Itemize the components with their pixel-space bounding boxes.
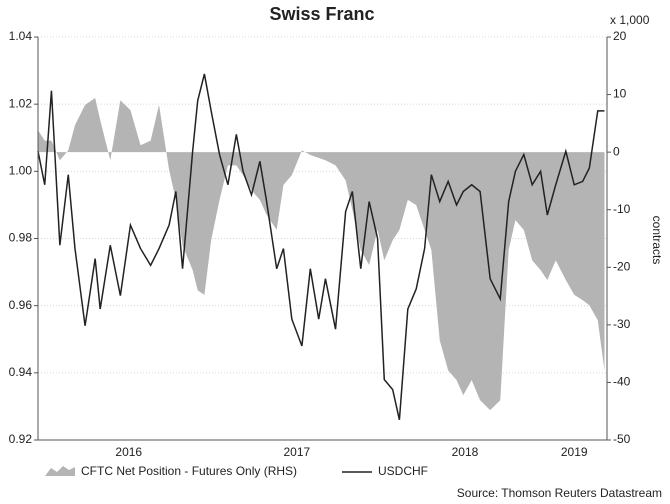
y2-tick-label: -20: [613, 259, 631, 273]
y2-tick-label: -40: [613, 375, 631, 389]
y2-axis-label: contracts: [650, 216, 664, 265]
y-tick-label: 0.98: [9, 231, 33, 245]
y2-unit-label: x 1,000: [610, 13, 650, 27]
legend-label: USDCHF: [378, 464, 428, 478]
y-tick-label: 0.96: [9, 298, 33, 312]
y-tick-label: 0.94: [9, 365, 33, 379]
source-note: Source: Thomson Reuters Datastream: [457, 486, 662, 500]
x-tick-label: 2017: [284, 445, 311, 459]
y2-tick-label: -10: [613, 202, 631, 216]
y2-tick-label: 0: [613, 144, 620, 158]
chart-title: Swiss Franc: [269, 4, 374, 24]
y2-tick-label: 20: [613, 29, 627, 43]
y-tick-label: 1.00: [9, 164, 33, 178]
y-tick-label: 1.04: [9, 29, 33, 43]
line: [37, 73, 605, 421]
y2-tick-label: -50: [613, 432, 631, 446]
x-tick-label: 2018: [452, 445, 479, 459]
x-tick-label: 2019: [561, 445, 588, 459]
legend-label: CFTC Net Position - Futures Only (RHS): [81, 464, 297, 478]
area: [38, 98, 605, 411]
legend-swatch: [45, 466, 75, 476]
y-tick-label: 0.92: [9, 432, 33, 446]
y2-tick-label: 10: [613, 87, 627, 101]
y2-tick-label: -30: [613, 317, 631, 331]
y-tick-label: 1.02: [9, 96, 33, 110]
x-tick-label: 2016: [115, 445, 142, 459]
